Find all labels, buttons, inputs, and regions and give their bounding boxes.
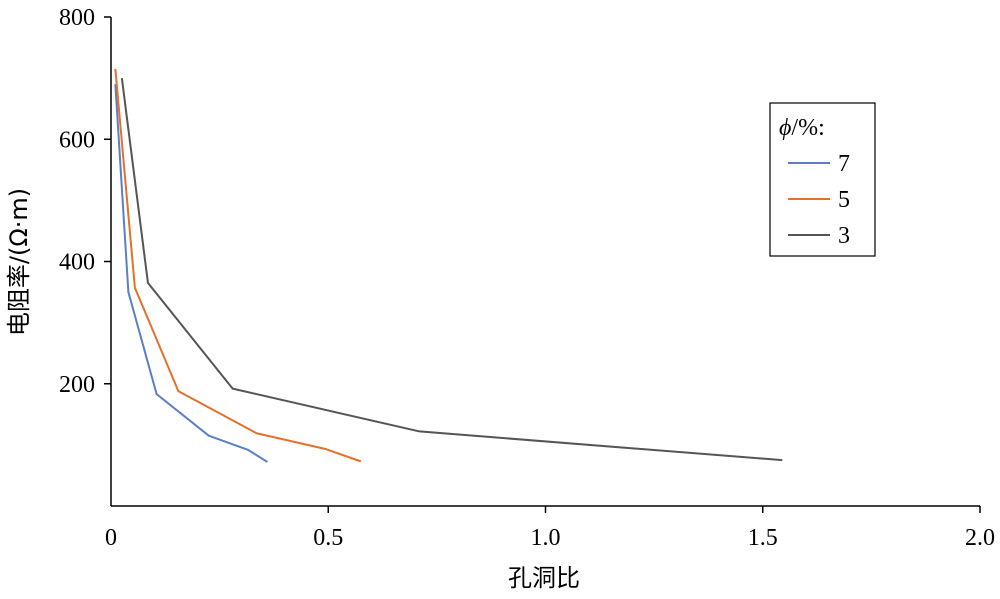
x-tick-label: 2.0 [965, 525, 995, 551]
series-line-3 [120, 77, 783, 462]
x-tick-label: 1.5 [748, 525, 778, 551]
y-axis-title: 电阻率/(Ω·m) [5, 188, 33, 336]
y-ticks: 200 400 600 800 [59, 5, 111, 398]
y-tick-label: 200 [59, 372, 95, 398]
legend-title-symbol: ϕ [779, 115, 791, 141]
series-line-7 [114, 84, 268, 463]
legend-box [769, 102, 876, 257]
y-tick-label: 800 [59, 5, 95, 31]
y-tick-label: 400 [59, 250, 95, 276]
x-tick-label: 1.0 [531, 525, 561, 551]
y-tick-label: 600 [59, 127, 95, 153]
legend-label-3: 3 [838, 223, 850, 249]
legend-label-5: 5 [838, 187, 850, 213]
legend-items: 7 5 3 [788, 151, 850, 249]
legend: ϕ/%: 7 5 3 [769, 102, 876, 257]
x-ticks: 0 0.5 1.0 1.5 2.0 [105, 506, 995, 551]
series-layer [114, 68, 783, 463]
legend-title-suffix: /%: [791, 115, 824, 141]
legend-title: ϕ/%: [779, 115, 825, 141]
legend-label-7: 7 [838, 151, 850, 177]
x-tick-label: 0 [105, 525, 117, 551]
series-line-5 [114, 68, 362, 463]
axes: 0 0.5 1.0 1.5 2.0 200 400 600 800 [59, 5, 995, 551]
x-tick-label: 0.5 [313, 525, 343, 551]
x-axis-title: 孔洞比 [508, 564, 580, 592]
